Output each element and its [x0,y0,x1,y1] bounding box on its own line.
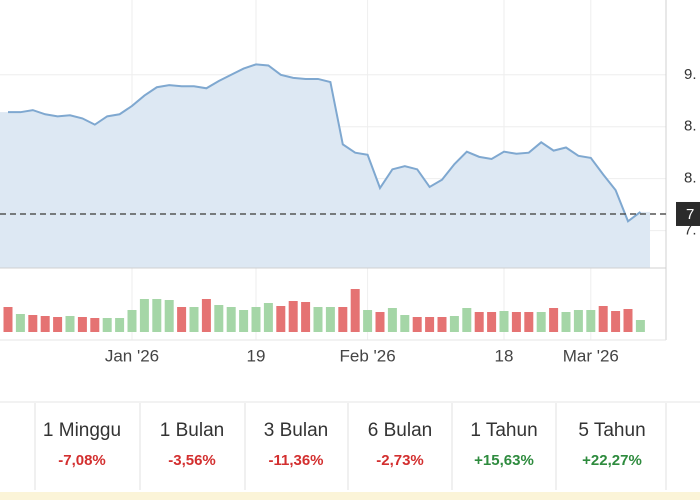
volume-bar [177,307,187,332]
volume-bar [449,316,459,332]
price-area [0,64,650,268]
last-price-box [676,201,700,226]
volume-bar [437,317,447,332]
volume-bar [115,318,125,332]
x-tick-label: Mar '26 [563,346,619,365]
price-line [8,63,642,223]
period-change: +22,27% [582,452,642,469]
volume-bar [487,312,497,332]
volume-bar [524,312,534,332]
volume-bar [201,299,211,332]
period-change: -3,56% [168,452,216,469]
x-tick-label: 19 [247,346,266,365]
volume-bar [598,306,608,332]
volume-bar [313,307,323,332]
volume-bar [239,310,249,332]
volume-bar [65,316,75,332]
volume-bar [573,310,583,332]
volume-bar [77,317,87,332]
y-tick-label: 8. [684,170,697,187]
volume-bar [412,317,422,332]
volume-bar [325,307,335,332]
x-tick-label: 18 [495,346,514,365]
x-tick-label: Feb '26 [340,346,396,365]
volume-bar [90,318,100,332]
volume-bar [611,311,621,332]
last-price-label: 7 [686,206,694,223]
volume-bar [53,317,63,332]
volume-bar [3,307,13,332]
volume-bar [263,303,273,332]
volume-bar [375,312,385,332]
volume-bar [338,307,348,332]
period-label: 5 Tahun [578,420,645,441]
volume-bar [226,307,236,332]
period-label: 1 Tahun [470,420,537,441]
volume-bar [152,299,162,332]
volume-bar [400,315,410,332]
volume-bar [635,320,645,332]
period-change: -11,36% [268,452,323,469]
volume-bar [387,308,397,332]
volume-bar [164,300,174,332]
period-label: 1 Bulan [160,420,224,441]
volume-bar [15,314,25,332]
period-change: -7,08% [58,452,106,469]
volume-bar [586,310,596,332]
y-tick-label: 9. [684,66,697,83]
volume-bar [28,315,38,332]
volume-bar [536,312,546,332]
volume-bar [363,310,373,332]
volume-bar [425,317,435,332]
period-change: +15,63% [474,452,534,469]
volume-bar [251,307,261,332]
volume-bar [127,310,137,332]
volume-bar [288,301,298,332]
period-change: -2,73% [376,452,424,469]
volume-bar [499,311,509,332]
volume-bar [561,312,571,332]
period-label: 6 Bulan [368,420,432,441]
period-label: 1 Minggu [43,420,121,441]
volume-bar [623,309,633,332]
x-tick-label: Jan '26 [105,346,159,365]
volume-bar [276,306,286,332]
volume-bar [139,299,149,332]
volume-bar [350,289,360,332]
volume-bar [102,318,112,332]
volume-bar [474,312,484,332]
period-label: 3 Bulan [264,420,328,441]
volume-bar [40,316,50,332]
volume-bar [511,312,521,332]
bottom-band [0,492,700,500]
volume-bar [549,308,559,332]
volume-bar [189,307,199,332]
volume-bar [301,302,311,332]
volume-bar [214,305,224,332]
y-tick-label: 8. [684,118,697,135]
volume-bar [462,308,472,332]
